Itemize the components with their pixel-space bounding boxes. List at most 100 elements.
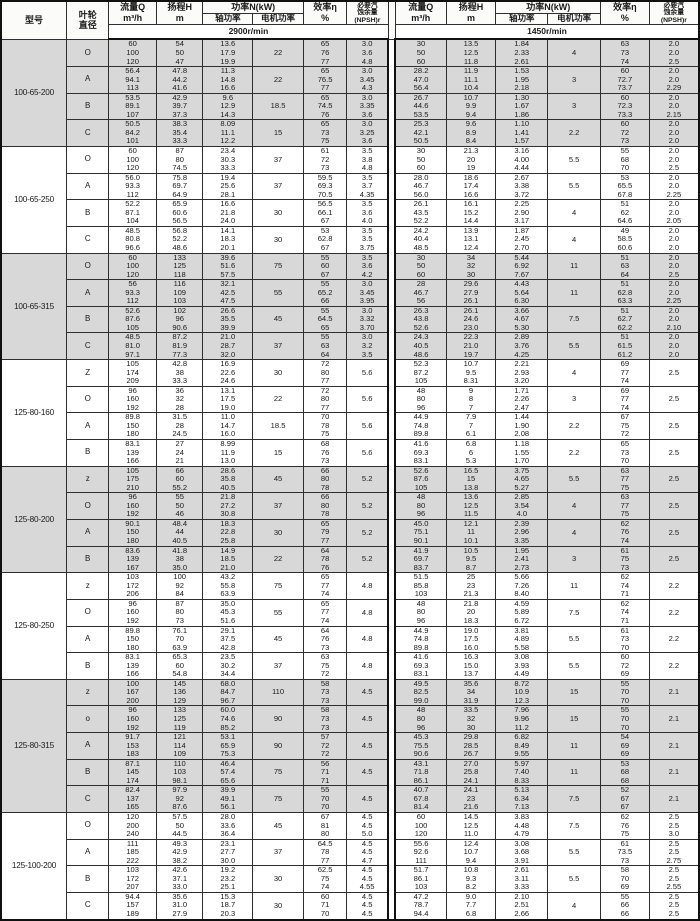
motor-power-2900-cell: 37 — [252, 492, 304, 520]
head-2900-cell: 35.6 31.0 27.9 — [155, 891, 204, 921]
impeller-cell: O — [66, 145, 110, 174]
motor-power-2900-cell: 75 — [252, 785, 304, 813]
value: 65 — [320, 119, 330, 129]
efficiency-1450-cell: 60 72.7 73.7 — [600, 66, 650, 94]
value: 8.99 — [220, 439, 236, 449]
shaft-power-2900-cell: 35.0 45.3 51.6 — [202, 598, 254, 627]
value: 77.3 — [172, 349, 188, 359]
value: 65 — [320, 66, 330, 76]
value: 7.67 — [514, 269, 530, 279]
value: 74.8 — [413, 420, 429, 430]
flow-1450-cell: 48 80 96 — [394, 492, 447, 520]
value: 3.0 — [361, 93, 373, 102]
head-2900-cell: 65.3 60 54.8 — [155, 652, 204, 680]
column-gap — [386, 39, 397, 67]
efficiency-2900-cell: 65 79 77 — [302, 518, 348, 547]
npsh-1450-cell: 2.1 — [648, 678, 700, 707]
head-1450-cell: 13.9 13.1 12.4 — [445, 225, 497, 254]
value: 68 — [620, 154, 630, 164]
efficiency-2900-cell: 60 71 70 — [302, 891, 348, 921]
speed-row-1450: 1450r/min — [394, 24, 700, 41]
value: 51 — [620, 199, 630, 209]
efficiency-1450-cell: 54 69 69 — [600, 732, 650, 760]
value: 109 — [173, 287, 187, 297]
value: 83.6 — [125, 546, 141, 555]
efficiency-1450-cell: 60 72 69 — [600, 652, 650, 680]
value: 53 — [320, 226, 330, 235]
table-row: 125-80-200 z 105 175 210 66 60 55.2 28.6 35.8 40.5… — [0, 465, 700, 574]
value: 74 — [620, 56, 630, 66]
value: 77 — [620, 367, 630, 377]
table-row: B 53.5 89.1 107 42.9 39.7 37.3 9.6 12.9 14.3 18.5 6… — [1, 92, 700, 121]
value: 2.5 — [668, 909, 680, 918]
motor-power-1450-cell: 11 — [547, 252, 602, 281]
value: 56.0 — [125, 173, 141, 182]
value: 2.0 — [668, 314, 680, 324]
value: 43.8 — [413, 314, 429, 324]
value: 4.5 — [361, 865, 373, 875]
value: 2.5 — [668, 474, 680, 484]
value: 5.2 — [361, 527, 373, 537]
value: 2.5 — [668, 865, 680, 875]
npsh-2900-cell: 3.0 3.45 3.95 — [346, 279, 389, 307]
value: 8.40 — [514, 589, 530, 599]
table-row: A 56.0 93.3 112 75.8 69.7 64.9 19.4 25.6 28.1 37 59… — [1, 172, 700, 201]
head-2900-cell: 75.8 69.7 64.9 — [155, 172, 204, 201]
value: 19 — [466, 163, 476, 173]
value: 72 — [320, 386, 330, 395]
shaft-power-1450-cell: 2.21 2.93 3.20 — [495, 359, 549, 387]
table-row: C 94.4 157 189 35.6 31.0 27.9 15.3 18.7 20.3 30 60 7… — [1, 891, 700, 921]
shaft-power-1450-cell: 3.75 4.65 5.27 — [495, 465, 549, 494]
value: 63 — [320, 341, 330, 350]
value: 9.6 — [465, 119, 477, 129]
efficiency-1450-cell: 51 63 64 — [600, 252, 650, 281]
value: 41.6 — [172, 83, 188, 93]
value: 52.6 — [125, 306, 141, 315]
value: 96 — [416, 509, 426, 519]
value: 7.5 — [568, 793, 580, 803]
value: 3.45 — [359, 287, 375, 297]
efficiency-2900-cell: 59.5 69.3 70.5 — [302, 172, 348, 201]
value: 109 — [173, 749, 187, 759]
efficiency-2900-cell: 70 78 75 — [302, 412, 348, 441]
value: 26.1 — [463, 296, 479, 306]
efficiency-1450-cell: 55 68 70 — [600, 145, 650, 174]
header-line: 必要汽 — [357, 2, 378, 9]
value: 3.16 — [514, 146, 530, 155]
value: 67 — [320, 216, 330, 226]
head-1450-cell: 10.8 9.3 8.2 — [445, 865, 497, 893]
value: 21.6 — [463, 802, 479, 812]
value: 42.8 — [172, 359, 188, 369]
value: 50 — [175, 500, 184, 510]
value: 79 — [320, 527, 330, 537]
value: 71 — [320, 775, 330, 785]
value: 2.0 — [668, 127, 680, 137]
value: 24.1 — [463, 775, 479, 785]
value: 2.5 — [668, 56, 680, 66]
value: 28.7 — [220, 341, 236, 350]
value: 11.0 — [463, 829, 479, 839]
value: 71.8 — [413, 767, 429, 777]
shaft-power-2900-cell: 15.3 18.7 20.3 — [202, 891, 254, 921]
value: 51.5 — [413, 572, 429, 582]
value: 4.65 — [514, 474, 530, 484]
value: 55.2 — [172, 482, 188, 492]
value: 160 — [126, 500, 139, 510]
value: 56.8 — [172, 226, 188, 235]
value: 4.0 — [361, 216, 373, 226]
value: 65.2 — [317, 287, 333, 297]
value: 9 — [468, 386, 474, 395]
value: 18.3 — [220, 519, 236, 528]
value: 207 — [126, 882, 139, 892]
value: 72 — [320, 749, 330, 759]
value: 2.41 — [514, 554, 530, 564]
header-line: 效率η — [313, 2, 337, 13]
efficiency-2900-cell: 65 76 77 — [302, 38, 348, 68]
shaft-power-1450-cell: 3.08 3.68 3.91 — [495, 838, 549, 867]
value: 4.43 — [514, 279, 530, 289]
value: 32 — [466, 713, 476, 723]
value: 83.7 — [413, 562, 429, 572]
column-gap — [386, 66, 397, 94]
value: 30 — [273, 900, 283, 910]
value: 67 — [620, 793, 630, 803]
